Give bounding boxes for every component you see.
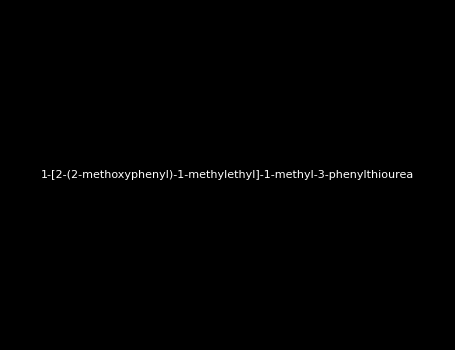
Text: 1-[2-(2-methoxyphenyl)-1-methylethyl]-1-methyl-3-phenylthiourea: 1-[2-(2-methoxyphenyl)-1-methylethyl]-1-… (41, 170, 414, 180)
